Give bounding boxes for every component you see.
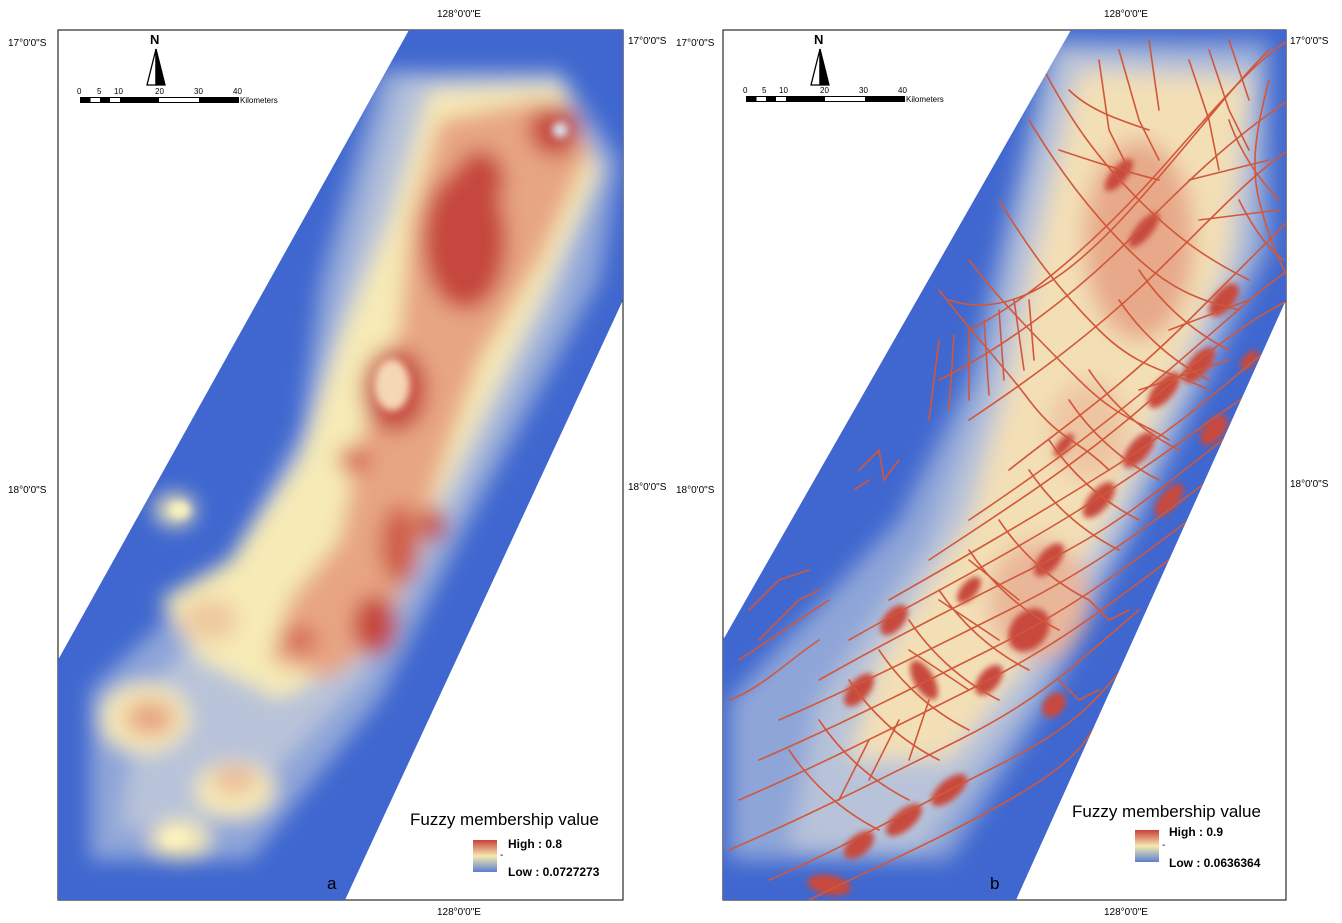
top-lon-label: 128°0'0"E bbox=[437, 9, 481, 20]
right-lat-mid-label: 18°0'0"S bbox=[628, 482, 667, 493]
left-lat-mid-label: 18°0'0"S bbox=[8, 485, 47, 496]
bottom-lon-label: 128°0'0"E bbox=[437, 907, 481, 918]
left-lat-top-label: 17°0'0"S bbox=[676, 38, 715, 49]
right-lat-mid-label: 18°0'0"S bbox=[1290, 479, 1329, 490]
right-lat-top-label: 17°0'0"S bbox=[628, 36, 667, 47]
left-lat-mid-label: 18°0'0"S bbox=[676, 485, 715, 496]
scale-bar: 0 5 10 20 30 40 Kilometers bbox=[743, 86, 944, 104]
left-lat-top-label: 17°0'0"S bbox=[8, 38, 47, 49]
legend-title: Fuzzy membership value bbox=[410, 810, 599, 829]
map-panel-b: 128°0'0"E 128°0'0"E 17°0'0"S 18°0'0"S 17… bbox=[669, 0, 1336, 923]
legend-low-label: Low : 0.0727273 bbox=[508, 865, 600, 879]
map-panel-a: 128°0'0"E 128°0'0"E 17°0'0"S 18°0'0"S 17… bbox=[0, 0, 667, 923]
panel-letter-b: b bbox=[990, 874, 1000, 893]
right-lat-top-label: 17°0'0"S bbox=[1290, 36, 1329, 47]
top-lon-label: 128°0'0"E bbox=[1104, 9, 1148, 20]
legend-dash: - bbox=[500, 850, 504, 861]
legend-dash: - bbox=[1162, 840, 1166, 851]
legend-title: Fuzzy membership value bbox=[1072, 802, 1261, 821]
bottom-lon-label: 128°0'0"E bbox=[1104, 907, 1148, 918]
north-label: N bbox=[150, 32, 160, 47]
fuzzy-map-b bbox=[722, 29, 1287, 901]
legend-high-label: High : 0.8 bbox=[508, 837, 563, 851]
fuzzy-map-a bbox=[57, 29, 624, 901]
legend-low-label: Low : 0.0636364 bbox=[1169, 856, 1261, 870]
legend-high-label: High : 0.9 bbox=[1169, 825, 1224, 839]
north-arrow-icon bbox=[146, 48, 166, 86]
panel-letter-a: a bbox=[327, 874, 337, 893]
scale-bar: 0 5 10 20 30 40 Kilometers bbox=[77, 87, 278, 105]
legend-color-ramp bbox=[1135, 830, 1159, 862]
lineament-lines bbox=[728, 39, 1286, 900]
north-label: N bbox=[814, 32, 824, 47]
legend-color-ramp bbox=[473, 840, 497, 872]
north-arrow-icon bbox=[810, 48, 830, 86]
